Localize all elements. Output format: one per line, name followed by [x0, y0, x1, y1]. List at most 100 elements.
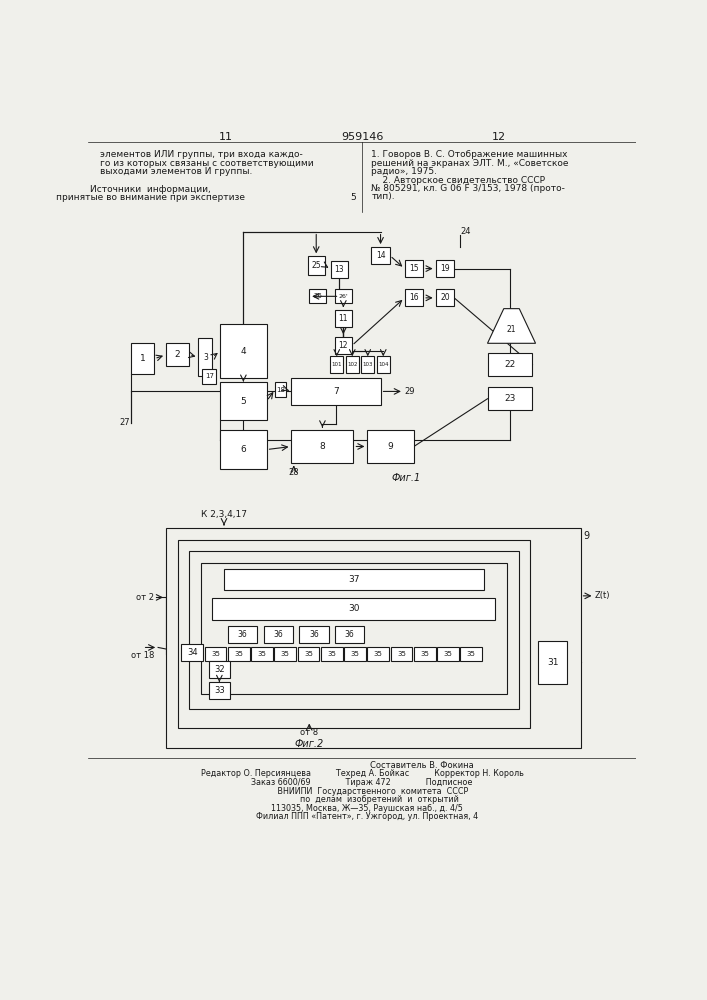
Text: 31: 31 — [547, 658, 559, 667]
Text: 12: 12 — [492, 132, 506, 142]
Text: 23: 23 — [504, 394, 515, 403]
Bar — [361, 356, 374, 373]
Text: 2. Авторское свидетельство СССР: 2. Авторское свидетельство СССР — [371, 176, 545, 185]
Text: 29: 29 — [404, 387, 415, 396]
Bar — [220, 430, 267, 469]
Text: 35: 35 — [211, 651, 220, 657]
Text: 36: 36 — [345, 630, 354, 639]
Text: от 2: от 2 — [136, 593, 154, 602]
Bar — [209, 682, 230, 699]
Text: Заказ 6600/69              Тираж 472              Подписное: Заказ 6600/69 Тираж 472 Подписное — [251, 778, 473, 787]
Text: 11: 11 — [339, 314, 348, 323]
Text: 103: 103 — [363, 362, 373, 367]
Bar — [131, 343, 154, 374]
Text: 9: 9 — [584, 531, 590, 541]
Text: 104: 104 — [378, 362, 389, 367]
Bar — [344, 647, 366, 661]
Bar — [368, 430, 414, 463]
Text: Фиг.2: Фиг.2 — [295, 739, 324, 749]
Text: 35: 35 — [420, 651, 429, 657]
Text: 5: 5 — [240, 397, 246, 406]
Text: 36: 36 — [238, 630, 247, 639]
Text: 6: 6 — [240, 445, 246, 454]
Text: 12: 12 — [339, 341, 348, 350]
Text: 28: 28 — [288, 468, 299, 477]
Text: 35: 35 — [397, 651, 406, 657]
Text: К 2,3,4,17: К 2,3,4,17 — [201, 510, 247, 519]
Text: 5: 5 — [351, 193, 356, 202]
Text: 4: 4 — [240, 347, 246, 356]
Bar — [201, 563, 507, 694]
Text: выходами элементов И группы.: выходами элементов И группы. — [100, 167, 252, 176]
Text: 26: 26 — [313, 293, 322, 299]
Bar — [298, 647, 320, 661]
Text: № 805291, кл. G 06 F 3/153, 1978 (прото-: № 805291, кл. G 06 F 3/153, 1978 (прото- — [371, 184, 565, 193]
Bar — [199, 338, 212, 376]
Text: 1: 1 — [140, 354, 146, 363]
Bar — [274, 647, 296, 661]
Text: 35: 35 — [281, 651, 290, 657]
Text: го из которых связаны с соответствующими: го из которых связаны с соответствующими — [100, 159, 314, 168]
Bar — [209, 661, 230, 678]
Bar — [371, 247, 390, 264]
Polygon shape — [488, 309, 535, 343]
Bar — [291, 430, 354, 463]
Text: 35: 35 — [443, 651, 452, 657]
Text: 24: 24 — [460, 227, 471, 236]
Text: 959146: 959146 — [341, 132, 383, 142]
Text: 35: 35 — [257, 651, 267, 657]
Bar — [391, 647, 412, 661]
Text: 34: 34 — [187, 648, 197, 657]
Text: 33: 33 — [214, 686, 225, 695]
Bar — [220, 324, 267, 378]
Bar — [321, 647, 343, 661]
Bar — [335, 626, 364, 643]
Bar — [182, 644, 203, 661]
Text: тип).: тип). — [371, 192, 395, 202]
Text: Z(t): Z(t) — [595, 591, 610, 600]
Text: 20: 20 — [440, 293, 450, 302]
Text: 1. Говоров В. С. Отображение машинных: 1. Говоров В. С. Отображение машинных — [371, 150, 568, 159]
Text: Составитель В. Фокина: Составитель В. Фокина — [370, 761, 474, 770]
Bar — [346, 356, 359, 373]
Text: 35: 35 — [374, 651, 382, 657]
Text: 35: 35 — [234, 651, 243, 657]
Bar — [436, 289, 454, 306]
Bar — [189, 551, 518, 709]
Bar — [368, 647, 389, 661]
Bar — [404, 260, 423, 277]
Text: Источники  информации,: Источники информации, — [90, 185, 211, 194]
Text: от 8: от 8 — [300, 728, 318, 737]
Text: 21: 21 — [507, 325, 516, 334]
Text: 15: 15 — [409, 264, 419, 273]
Bar — [204, 647, 226, 661]
Text: Фиг.1: Фиг.1 — [392, 473, 421, 483]
Text: 19: 19 — [440, 264, 450, 273]
Bar — [335, 289, 352, 303]
Bar — [202, 369, 216, 384]
Text: 36: 36 — [309, 630, 319, 639]
Bar — [335, 310, 352, 327]
Bar — [488, 353, 532, 376]
Text: 22: 22 — [504, 360, 515, 369]
Bar — [377, 356, 390, 373]
Text: 30: 30 — [348, 604, 360, 613]
Bar — [299, 626, 329, 643]
Text: 101: 101 — [332, 362, 342, 367]
Bar — [251, 647, 273, 661]
Bar — [177, 540, 530, 728]
Bar — [166, 528, 580, 748]
Text: 26': 26' — [339, 294, 349, 299]
Text: 3: 3 — [203, 353, 208, 362]
Bar — [264, 626, 293, 643]
Bar — [335, 337, 352, 354]
Text: 25: 25 — [311, 261, 321, 270]
Bar — [437, 647, 459, 661]
Text: Филиал ППП «Патент», г. Ужгород, ул. Проектная, 4: Филиал ППП «Патент», г. Ужгород, ул. Про… — [246, 812, 478, 821]
Text: 17: 17 — [205, 373, 214, 379]
Bar — [436, 260, 454, 277]
Bar — [220, 382, 267, 420]
Text: от 18: от 18 — [131, 651, 154, 660]
Bar — [228, 626, 257, 643]
Text: 9: 9 — [387, 442, 394, 451]
